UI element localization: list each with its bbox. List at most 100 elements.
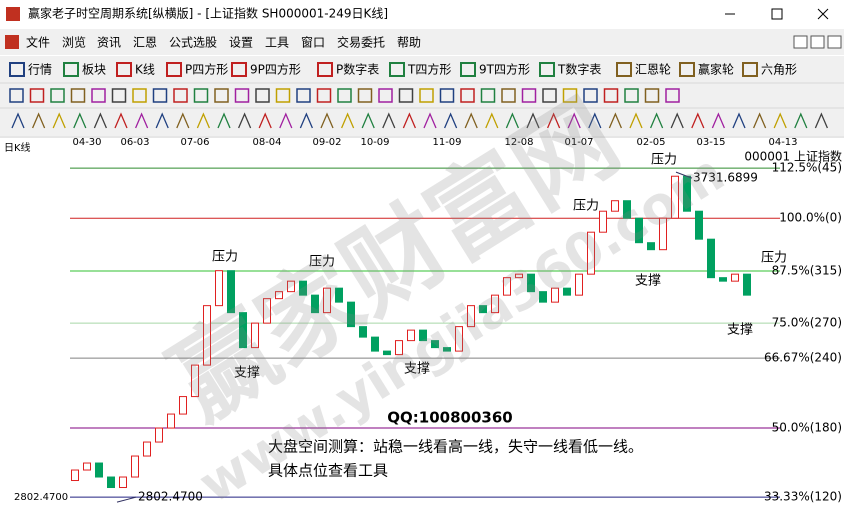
tool-icon[interactable] <box>357 88 373 103</box>
draw-tool-icon[interactable] <box>547 112 561 129</box>
maximize-button[interactable] <box>771 8 783 20</box>
toolbar-button[interactable]: 赢家轮 <box>698 62 734 77</box>
menu-item[interactable]: 工具 <box>265 36 289 50</box>
draw-tool-icon[interactable] <box>567 112 581 129</box>
draw-tool-icon[interactable] <box>670 112 684 129</box>
draw-tool-icon[interactable] <box>299 112 313 129</box>
toolbar-button[interactable]: T四方形 <box>407 62 451 77</box>
toolbar-button[interactable]: 板块 <box>82 63 106 77</box>
draw-tool-icon[interactable] <box>73 112 87 129</box>
draw-tool-icon[interactable] <box>114 112 128 129</box>
draw-tool-icon[interactable] <box>588 112 602 129</box>
tool-icon[interactable] <box>665 88 680 103</box>
tool-icon[interactable] <box>132 88 147 103</box>
draw-tool-icon[interactable] <box>691 112 705 129</box>
draw-tool-icon[interactable] <box>93 112 107 129</box>
tool-icon[interactable] <box>275 88 291 103</box>
draw-tool-icon[interactable] <box>238 112 252 129</box>
tool-icon[interactable] <box>193 88 209 103</box>
draw-tool-icon[interactable] <box>629 112 643 129</box>
toolbar-button[interactable]: T数字表 <box>557 62 601 77</box>
draw-tool-icon[interactable] <box>814 112 828 129</box>
menu-item[interactable]: 窗口 <box>301 36 325 50</box>
draw-tool-icon[interactable] <box>505 112 519 129</box>
mdi-button[interactable] <box>793 35 808 49</box>
tool-icon[interactable] <box>583 88 598 103</box>
tool-icon[interactable] <box>214 88 229 103</box>
toolbar-button[interactable]: 六角形 <box>761 63 797 77</box>
draw-tool-icon[interactable] <box>32 112 46 129</box>
toolbar-button[interactable]: P四方形 <box>185 62 228 77</box>
draw-tool-icon[interactable] <box>608 112 622 129</box>
toolbar-button[interactable]: 汇恩轮 <box>635 63 671 77</box>
tool-icon[interactable] <box>29 88 45 103</box>
tool-icon[interactable] <box>398 88 414 103</box>
toolbar-button[interactable]: 行情 <box>28 63 52 77</box>
close-button[interactable] <box>817 8 829 20</box>
tool-icon[interactable] <box>70 88 86 103</box>
tool-icon[interactable] <box>296 88 311 103</box>
draw-tool-icon[interactable] <box>320 112 334 129</box>
draw-tool-icon[interactable] <box>711 112 725 129</box>
tool-icon[interactable] <box>419 88 434 103</box>
mdi-button[interactable] <box>810 35 825 49</box>
draw-tool-icon[interactable] <box>217 112 231 129</box>
tool-icon[interactable] <box>542 88 557 103</box>
tool-icon[interactable] <box>50 88 65 103</box>
draw-tool-icon[interactable] <box>279 112 293 129</box>
draw-tool-icon[interactable] <box>196 112 210 129</box>
draw-tool-icon[interactable] <box>11 112 25 129</box>
tool-icon[interactable] <box>173 88 188 103</box>
draw-tool-icon[interactable] <box>753 112 767 129</box>
draw-tool-icon[interactable] <box>155 112 169 129</box>
toolbar-button[interactable]: K线 <box>135 63 155 77</box>
draw-tool-icon[interactable] <box>732 112 746 129</box>
draw-tool-icon[interactable] <box>794 112 808 129</box>
tool-icon[interactable] <box>111 88 127 103</box>
menu-item[interactable]: 文件 <box>26 35 50 50</box>
draw-tool-icon[interactable] <box>423 112 437 129</box>
draw-tool-icon[interactable] <box>382 112 396 129</box>
tool-icon[interactable] <box>480 88 496 103</box>
draw-tool-icon[interactable] <box>361 112 375 129</box>
menu-item[interactable]: 公式选股 <box>169 36 217 50</box>
draw-tool-icon[interactable] <box>444 112 458 129</box>
mdi-button[interactable] <box>827 35 842 49</box>
tool-icon[interactable] <box>91 88 106 103</box>
tool-icon[interactable] <box>439 88 455 103</box>
tool-icon[interactable] <box>521 88 537 103</box>
toolbar-button[interactable]: 9P四方形 <box>250 62 301 77</box>
tool-icon[interactable] <box>378 88 393 103</box>
tool-icon[interactable] <box>624 88 639 103</box>
draw-tool-icon[interactable] <box>258 112 272 129</box>
menu-item[interactable]: 浏览 <box>62 35 86 50</box>
draw-tool-icon[interactable] <box>341 112 355 129</box>
tool-icon[interactable] <box>603 88 619 103</box>
draw-tool-icon[interactable] <box>52 112 66 129</box>
tool-icon[interactable] <box>316 88 332 103</box>
draw-tool-icon[interactable] <box>464 112 478 129</box>
tool-icon[interactable] <box>460 88 475 103</box>
toolbar-button[interactable]: P数字表 <box>336 62 379 77</box>
draw-tool-icon[interactable] <box>650 112 664 129</box>
menu-item[interactable]: 帮助 <box>397 36 421 50</box>
draw-tool-icon[interactable] <box>402 112 416 129</box>
menu-item[interactable]: 设置 <box>229 36 253 50</box>
draw-tool-icon[interactable] <box>485 112 499 129</box>
tool-icon[interactable] <box>255 88 270 103</box>
tool-icon[interactable] <box>234 88 250 103</box>
tool-icon[interactable] <box>152 88 168 103</box>
tool-icon[interactable] <box>337 88 352 103</box>
draw-tool-icon[interactable] <box>526 112 540 129</box>
menu-item[interactable]: 交易委托 <box>337 35 385 50</box>
tool-icon[interactable] <box>9 88 24 103</box>
draw-tool-icon[interactable] <box>773 112 787 129</box>
draw-tool-icon[interactable] <box>135 112 149 129</box>
menu-item[interactable]: 汇恩 <box>133 36 157 50</box>
tool-icon[interactable] <box>562 88 578 103</box>
tool-icon[interactable] <box>644 88 660 103</box>
menu-item[interactable]: 资讯 <box>97 36 121 50</box>
draw-tool-icon[interactable] <box>176 112 190 129</box>
tool-icon[interactable] <box>501 88 516 103</box>
toolbar-button[interactable]: 9T四方形 <box>479 62 530 77</box>
